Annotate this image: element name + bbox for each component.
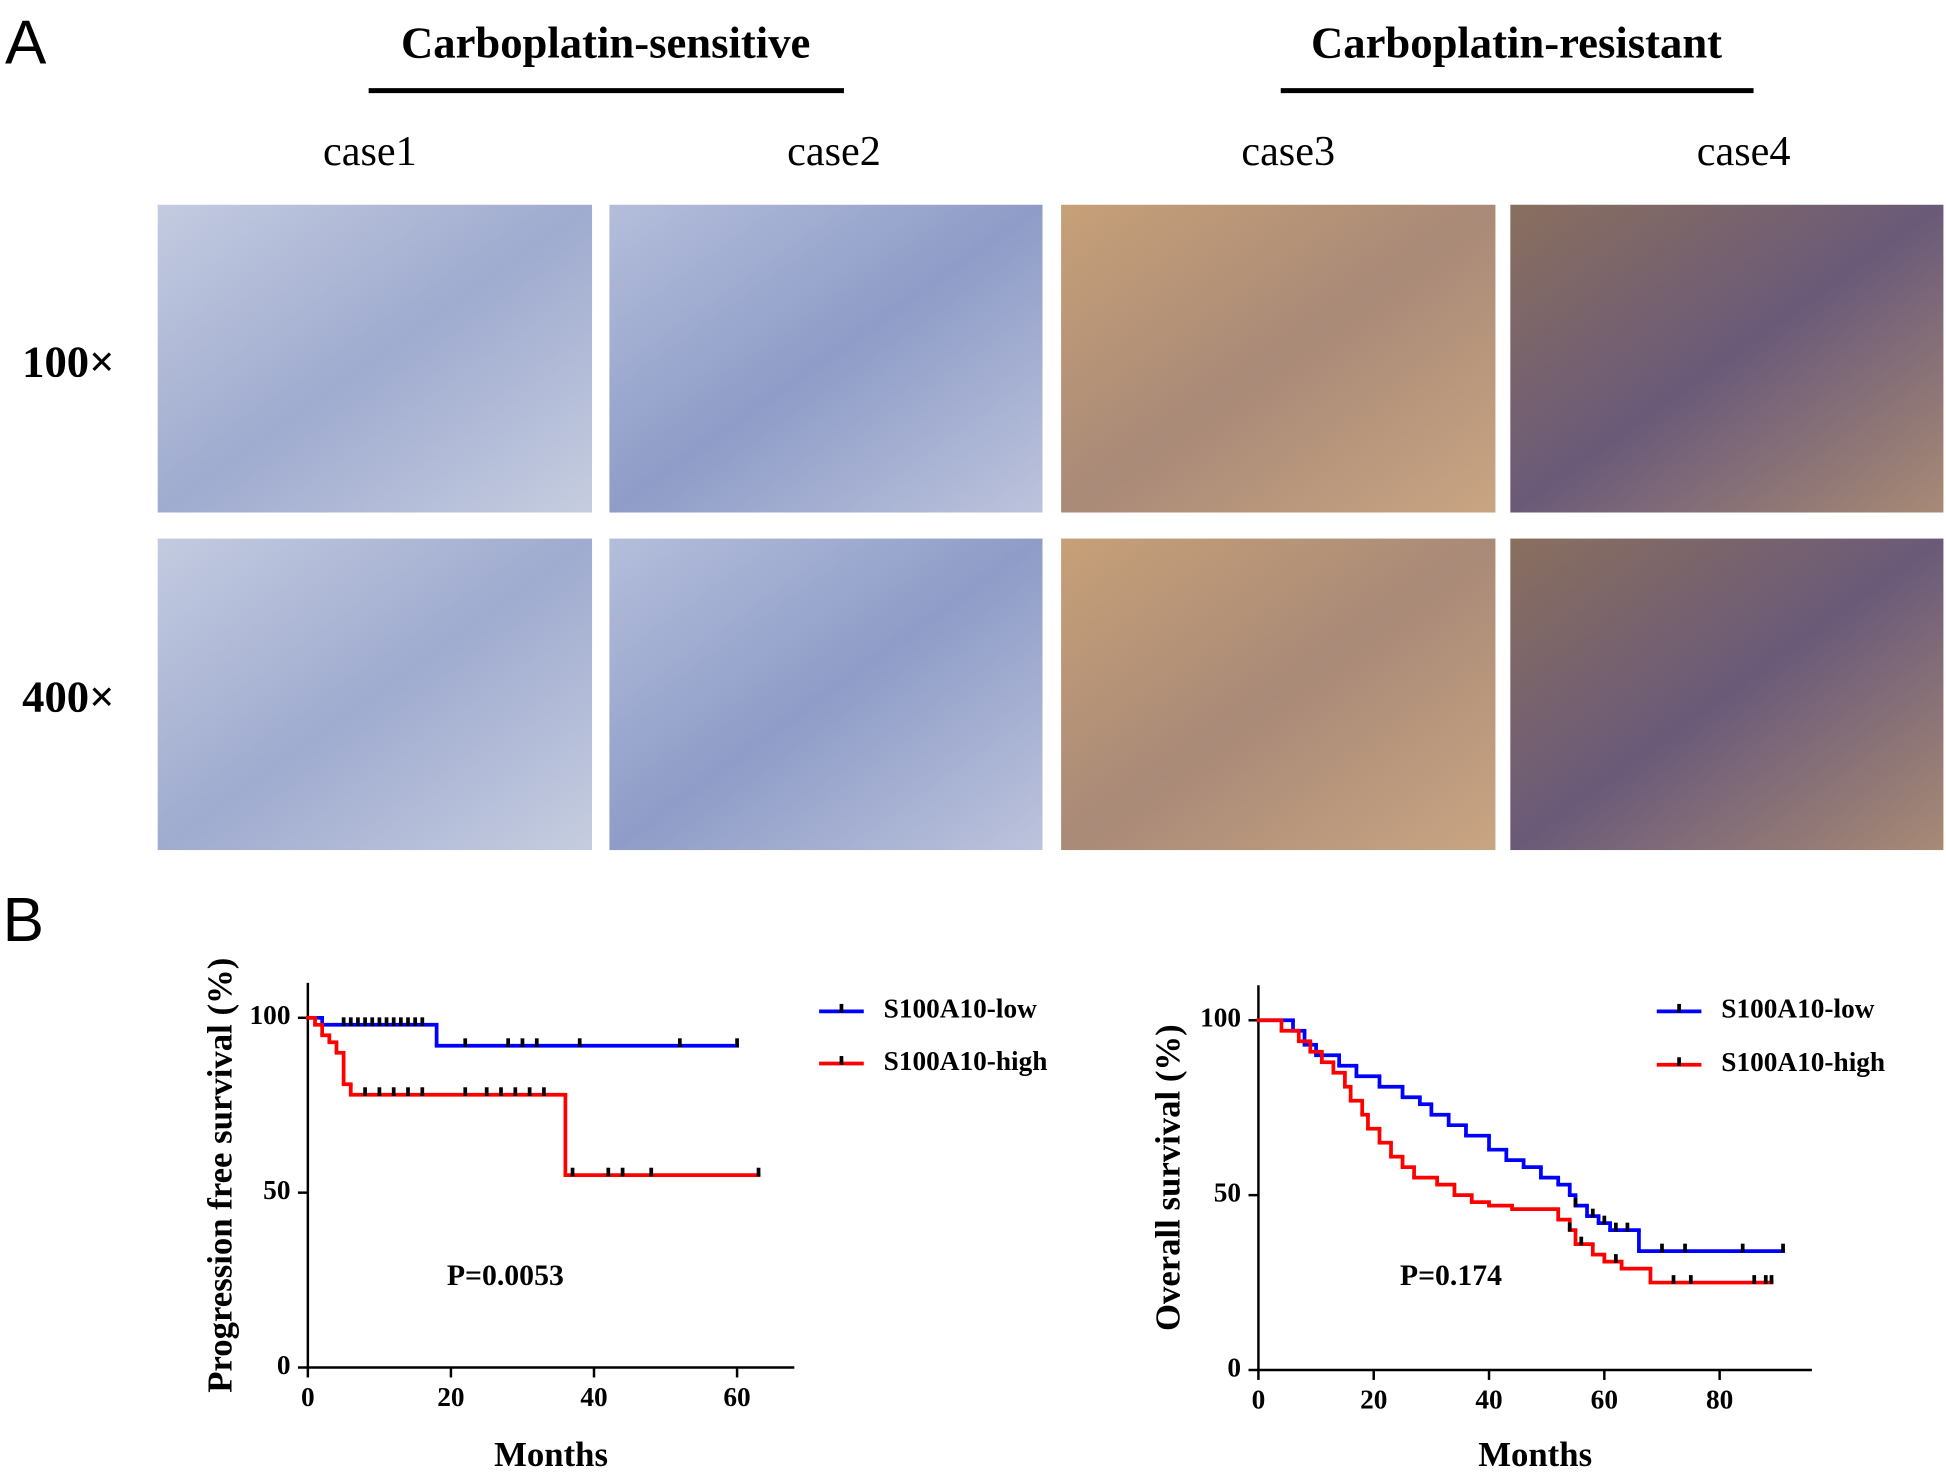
legend-label: S100A10-high — [1721, 1047, 1885, 1077]
y-axis-label: Overall survival (%) — [1149, 1024, 1188, 1331]
case-label: case1 — [323, 128, 417, 175]
y-tick-label: 100 — [1200, 1003, 1241, 1033]
x-tick-label: 20 — [1360, 1385, 1387, 1415]
x-tick-label: 40 — [1475, 1385, 1502, 1415]
histology-images — [157, 204, 1944, 851]
image-case4-400x — [1510, 538, 1944, 851]
y-tick-label: 50 — [263, 1175, 290, 1205]
legend-label: S100A10-low — [884, 994, 1037, 1024]
x-tick-label: 60 — [723, 1382, 750, 1412]
x-tick-label: 40 — [580, 1382, 607, 1412]
case-label: case4 — [1697, 128, 1791, 175]
image-case2-400x — [609, 538, 1043, 851]
x-axis-label: Months — [1478, 1435, 1592, 1473]
y-tick-label: 100 — [250, 1000, 291, 1030]
image-case2-100x — [609, 204, 1043, 513]
magnification-label: 400× — [22, 671, 114, 721]
x-tick-label: 0 — [1252, 1385, 1266, 1415]
x-tick-label: 0 — [301, 1382, 315, 1412]
legend-label: S100A10-low — [1721, 994, 1874, 1024]
y-axis-label: Progression free survival (%) — [200, 958, 239, 1393]
y-tick-label: 0 — [1227, 1352, 1241, 1382]
image-case3-100x — [1061, 204, 1496, 513]
case-label: case2 — [787, 128, 881, 175]
y-tick-label: 50 — [1214, 1177, 1241, 1207]
group-title: Carboplatin-resistant — [1311, 17, 1722, 67]
panel-label: B — [3, 886, 44, 955]
x-tick-label: 20 — [437, 1382, 464, 1412]
image-case4-100x — [1510, 204, 1944, 513]
p-value: P=0.0053 — [447, 1259, 564, 1292]
magnification-label: 100× — [22, 336, 114, 386]
panel-label: A — [5, 9, 47, 78]
case-label: case3 — [1241, 128, 1335, 175]
x-axis-label: Months — [494, 1435, 608, 1473]
image-case1-400x — [157, 538, 593, 851]
y-tick-label: 0 — [277, 1350, 291, 1380]
x-tick-label: 80 — [1706, 1385, 1733, 1415]
image-case1-100x — [157, 204, 593, 513]
x-tick-label: 60 — [1591, 1385, 1618, 1415]
image-case3-400x — [1061, 538, 1496, 851]
group-title: Carboplatin-sensitive — [401, 17, 810, 67]
p-value: P=0.174 — [1400, 1259, 1502, 1292]
legend-label: S100A10-high — [884, 1046, 1048, 1076]
